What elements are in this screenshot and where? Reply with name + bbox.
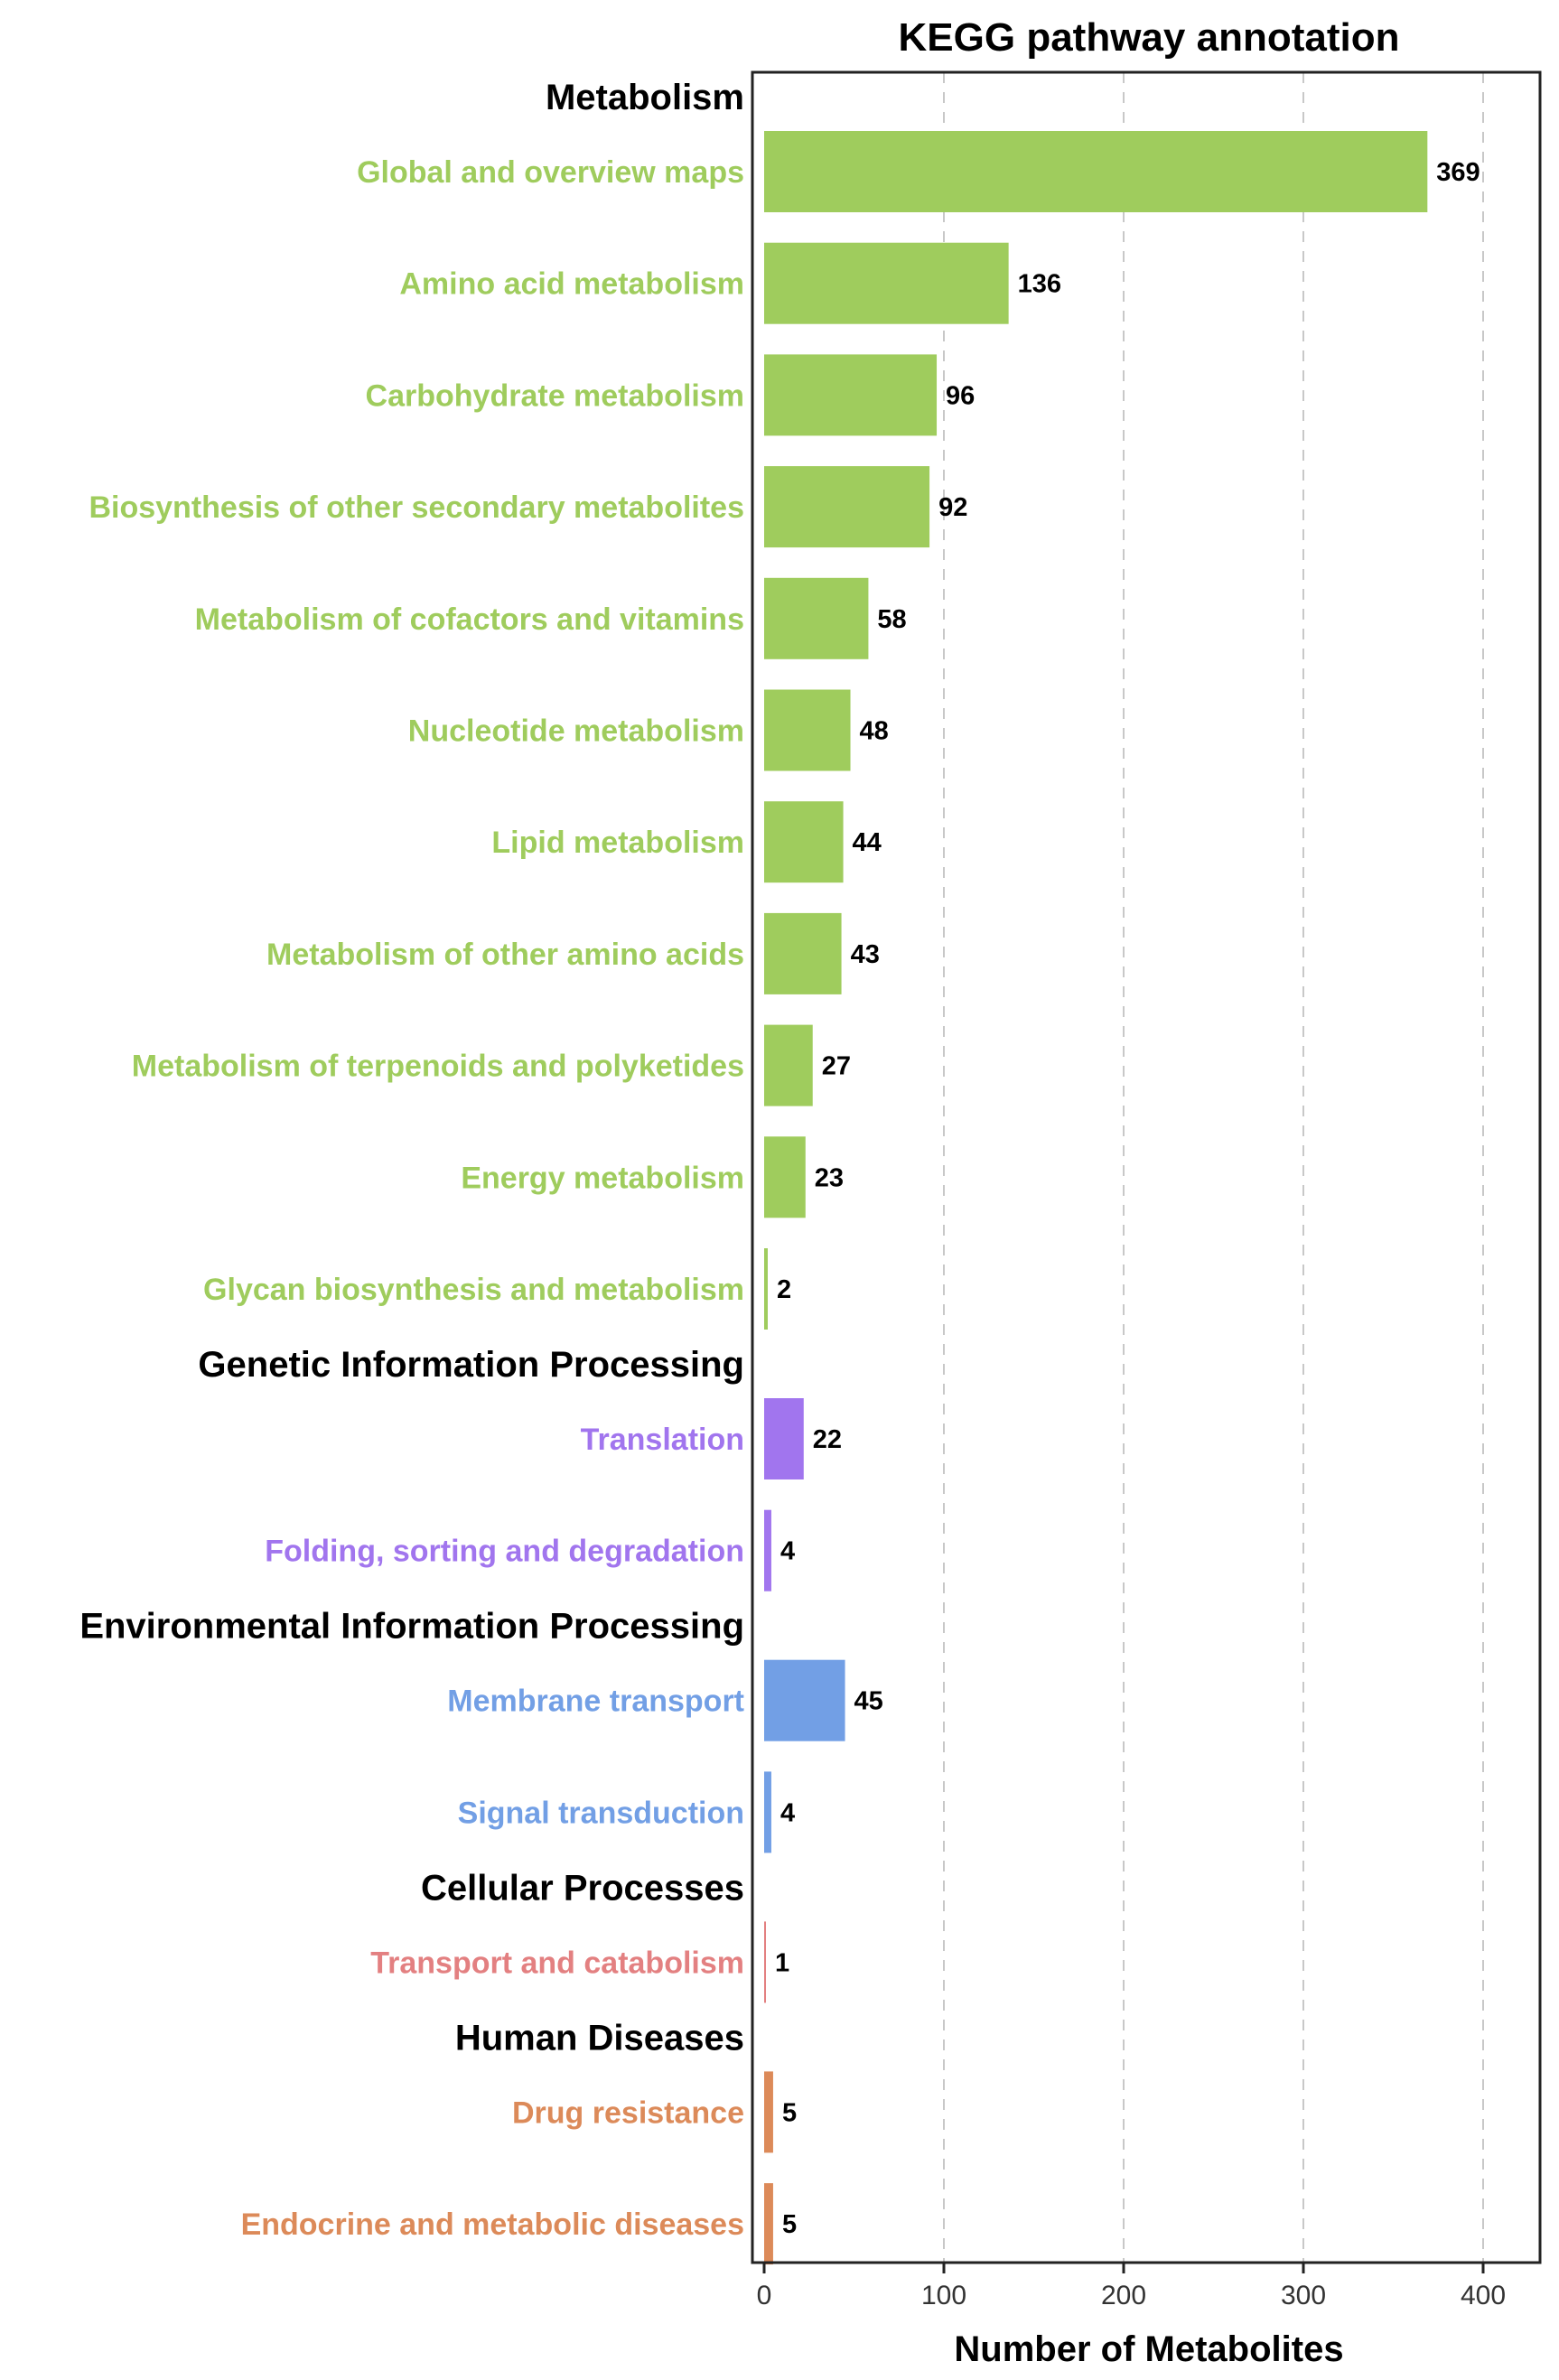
pathway-label: Metabolism of cofactors and vitamins (195, 602, 744, 637)
category-header: Environmental Information Processing (79, 1607, 744, 1647)
x-tick-label: 200 (1101, 2281, 1146, 2310)
bar (764, 801, 844, 883)
pathway-label: Metabolism of other amino acids (266, 938, 744, 972)
pathway-label: Metabolism of terpenoids and polyketides (132, 1050, 744, 1084)
x-tick-label: 100 (921, 2281, 966, 2310)
bar (764, 1398, 804, 1479)
pathway-label: Nucleotide metabolism (408, 714, 744, 749)
bar (764, 689, 851, 771)
bar-value-label: 48 (860, 717, 889, 746)
pathway-label: Folding, sorting and degradation (265, 1535, 744, 1569)
category-header: Metabolism (546, 78, 744, 117)
bar (764, 1509, 771, 1591)
chart-title: KEGG pathway annotation (899, 15, 1400, 60)
bar-value-label: 5 (782, 2098, 797, 2127)
pathway-label: Signal transduction (458, 1796, 744, 1830)
pathway-label: Biosynthesis of other secondary metaboli… (89, 490, 744, 525)
bar-value-label: 43 (851, 940, 880, 969)
bar-value-label: 5 (782, 2210, 797, 2239)
pathway-label: Global and overview maps (357, 155, 744, 190)
x-tick-label: 300 (1281, 2281, 1326, 2310)
bar (764, 354, 938, 436)
bar (764, 577, 869, 659)
labels-layer: Metabolism Global and overview maps 369 Ami… (79, 78, 1480, 2242)
grid-layer (943, 72, 1484, 2263)
pathway-label: Transport and catabolism (370, 1946, 744, 1980)
pathway-label: Membrane transport (447, 1685, 744, 1719)
bar (764, 1024, 813, 1106)
x-tick-label: 0 (757, 2281, 772, 2310)
bar-value-label: 369 (1436, 158, 1480, 187)
bar-value-label: 1 (775, 1948, 789, 1977)
bar-value-label: 2 (777, 1275, 791, 1304)
bar-value-label: 92 (938, 493, 967, 522)
bar (764, 1248, 768, 1330)
bar (764, 1136, 806, 1218)
bar (764, 2071, 773, 2153)
bar-value-label: 27 (822, 1052, 851, 1081)
category-header: Cellular Processes (421, 1868, 744, 1908)
pathway-label: Carbohydrate metabolism (366, 378, 744, 413)
pathway-label: Amino acid metabolism (399, 267, 744, 302)
bars-layer (764, 131, 1428, 2265)
x-tick-label: 400 (1461, 2281, 1506, 2310)
pathway-label: Drug resistance (512, 2095, 744, 2130)
x-axis: 0 100 200 300 400 (757, 2263, 1506, 2310)
bar-value-label: 136 (1018, 270, 1061, 299)
bar-value-label: 4 (780, 1537, 795, 1566)
bar (764, 131, 1428, 212)
plot-frame (751, 70, 1542, 2264)
bar-value-label: 58 (877, 605, 906, 634)
category-header: Human Diseases (455, 2018, 744, 2058)
bar (764, 1659, 845, 1741)
bar-value-label: 22 (813, 1425, 842, 1454)
pathway-label: Translation (581, 1423, 744, 1457)
bar-value-label: 96 (946, 381, 975, 410)
bar (764, 912, 842, 994)
pathway-label: Endocrine and metabolic diseases (241, 2207, 744, 2242)
category-header: Genetic Information Processing (198, 1345, 744, 1385)
bar-value-label: 45 (854, 1687, 883, 1716)
pathway-label: Energy metabolism (461, 1161, 744, 1195)
bar (764, 1921, 766, 2003)
bar (764, 2183, 773, 2265)
pathway-label: Glycan biosynthesis and metabolism (203, 1273, 744, 1307)
bar (764, 1771, 771, 1853)
bar (764, 242, 1009, 324)
bar-value-label: 4 (780, 1798, 795, 1827)
bar-value-label: 44 (853, 828, 882, 857)
x-axis-title: Number of Metabolites (954, 2329, 1343, 2369)
bar (764, 466, 930, 548)
bar-value-label: 23 (815, 1163, 844, 1192)
pathway-label: Lipid metabolism (491, 826, 744, 860)
